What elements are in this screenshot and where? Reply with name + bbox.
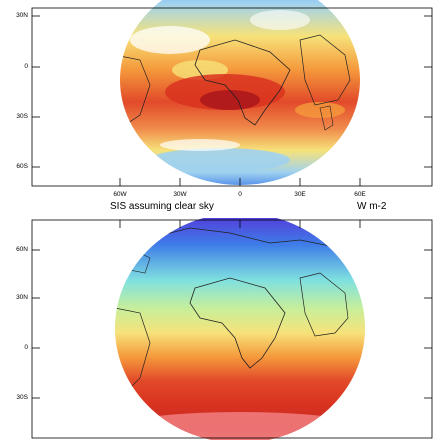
bottom-lat-label-0: 0 (24, 344, 28, 351)
top-lat-label-0: 0 (24, 63, 28, 70)
bottom-map-frame (31, 219, 433, 439)
top-lon-label-30w: 30W (173, 191, 187, 198)
bottom-map-panel: 60N 30N 0 30S (0, 218, 440, 440)
top-lat-label-30n: 30N (16, 12, 28, 19)
top-lat-label-60s: 60S (16, 163, 28, 170)
south-america-coastline-2 (115, 307, 151, 394)
top-lon-label-60w: 60W (113, 191, 127, 198)
top-lon-label-60e: 60E (354, 191, 366, 198)
top-map-frame (31, 7, 433, 187)
bottom-lat-label-30s: 30S (16, 394, 28, 401)
top-map-svg (31, 0, 433, 187)
top-lon-label-0: 0 (238, 191, 242, 198)
bottom-lat-label-60n: 60N (16, 246, 28, 253)
madagascar-coastline (319, 105, 334, 131)
top-map-field (120, 0, 360, 185)
bottom-panel-units: W m-2 (357, 201, 387, 212)
arabia-coastline-2 (299, 272, 349, 337)
top-lon-label-30e: 30E (294, 191, 306, 198)
bottom-map-field (115, 218, 365, 440)
africa-coastline-2 (189, 277, 286, 369)
arabia-coastline (299, 34, 351, 106)
bottom-map-svg (31, 218, 433, 440)
south-america-coastline (120, 54, 151, 126)
bottom-lat-label-30n: 30N (16, 294, 28, 301)
africa-coastline (194, 39, 291, 126)
top-map-panel: 30N 0 30S 60S 60W 30W 0 30E 60E SIS assu… (16, 0, 433, 212)
top-lat-label-30s: 30S (16, 113, 28, 120)
bottom-panel-title: SIS assuming clear sky (110, 201, 214, 212)
